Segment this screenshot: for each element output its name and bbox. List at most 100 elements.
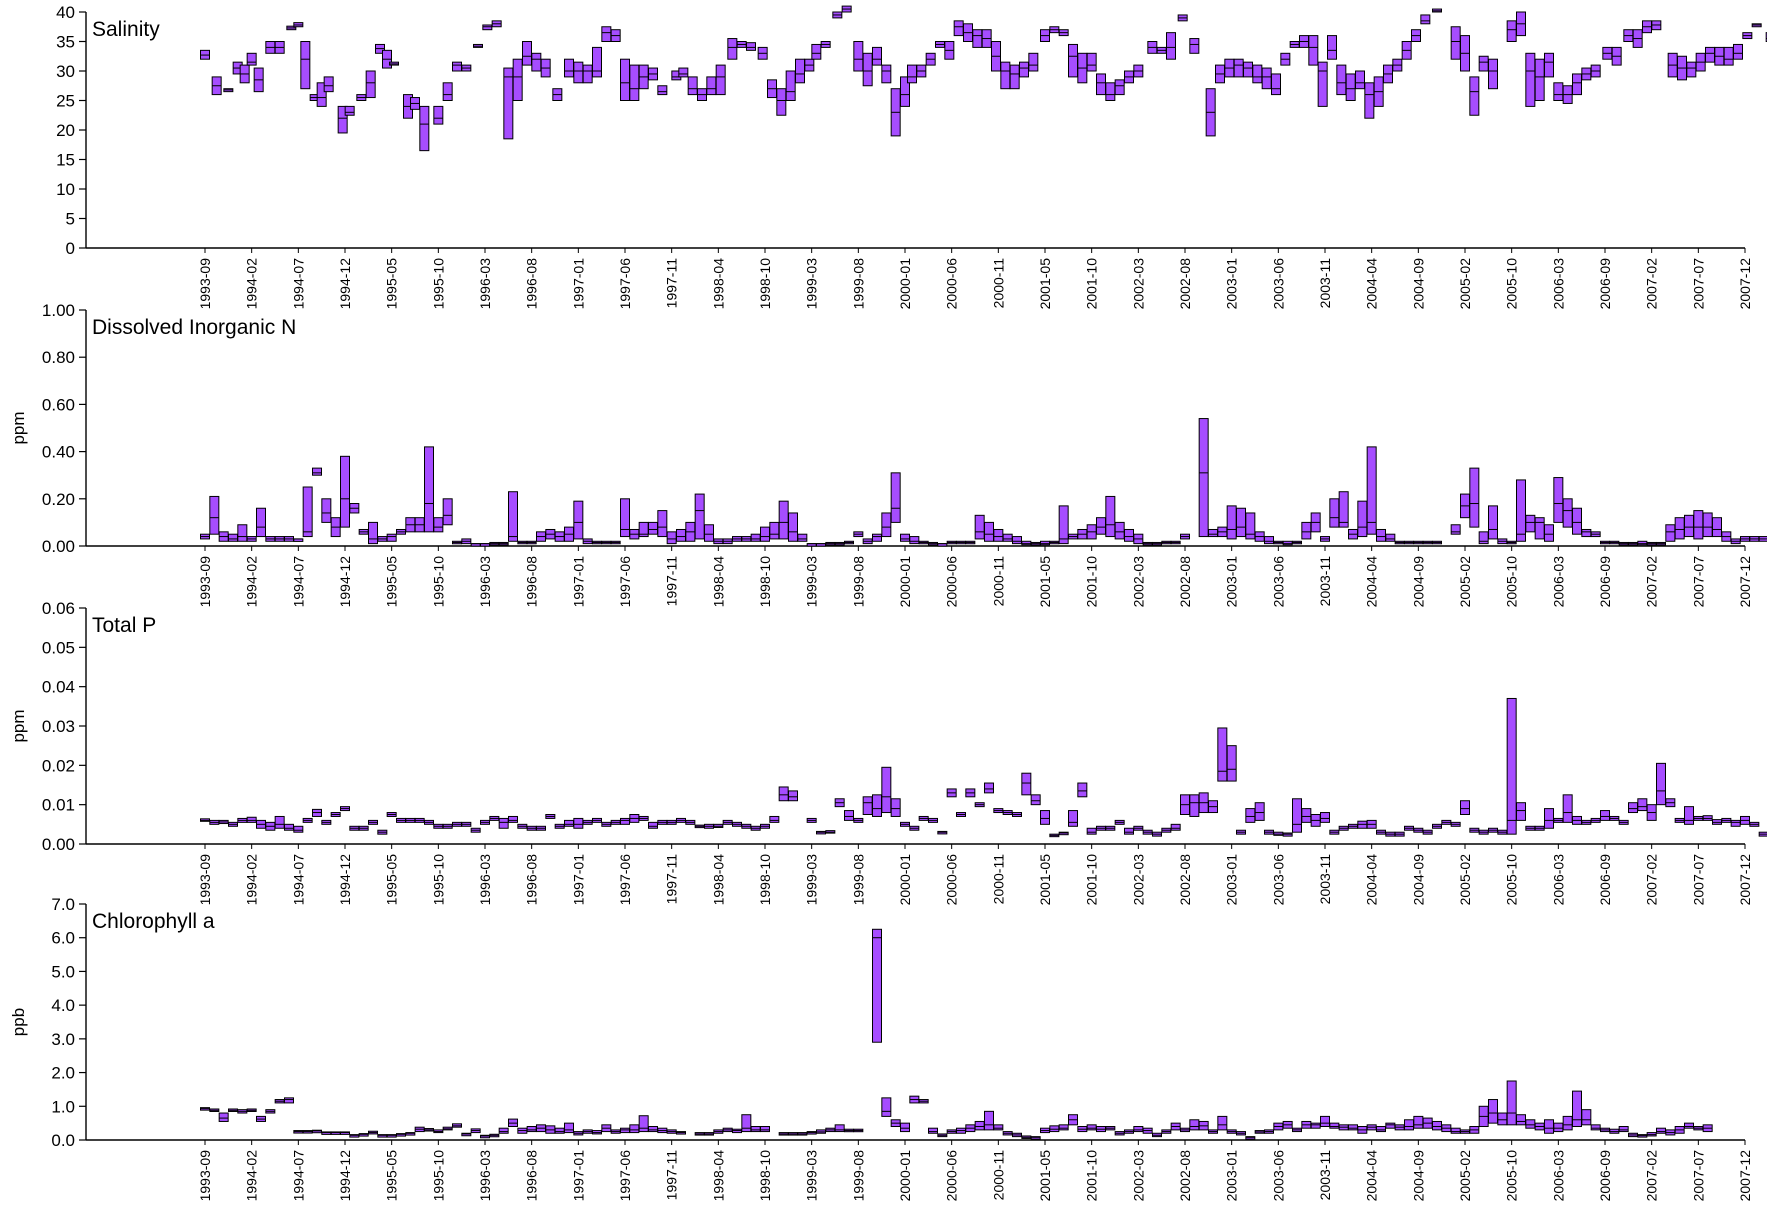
box <box>1105 495 1116 538</box>
x-tick-label: 1993-09 <box>197 854 213 906</box>
x-tick-label: 2005-10 <box>1504 854 1520 906</box>
box <box>1245 512 1256 540</box>
y-tick-label: 3.0 <box>51 1030 75 1049</box>
box <box>1040 540 1050 546</box>
box <box>1618 1126 1629 1133</box>
box <box>776 88 787 116</box>
box <box>424 446 434 533</box>
box <box>1124 827 1134 835</box>
box <box>687 76 698 96</box>
box <box>601 26 612 42</box>
y-tick-label: 15 <box>56 151 75 170</box>
box <box>778 500 789 540</box>
box <box>1030 1136 1041 1140</box>
box <box>750 1126 761 1133</box>
box <box>312 467 322 476</box>
x-tick-label: 2005-02 <box>1457 854 1473 906</box>
box <box>508 815 518 823</box>
box <box>1329 1122 1340 1129</box>
x-tick-label: 2000-06 <box>944 854 960 906</box>
y-tick-label: 30 <box>56 62 75 81</box>
x-tick-label: 2002-03 <box>1130 556 1146 608</box>
box <box>1497 1112 1508 1126</box>
box <box>1282 540 1293 546</box>
box <box>237 524 248 542</box>
x-tick-label: 1998-04 <box>710 258 726 310</box>
x-tick-label: 1994-02 <box>244 1150 260 1202</box>
box <box>365 70 376 99</box>
x-tick-label: 2003-06 <box>1270 854 1286 906</box>
x-tick-label: 2000-01 <box>897 854 913 906</box>
box <box>1233 58 1244 78</box>
box <box>1572 507 1582 535</box>
box <box>1058 505 1069 545</box>
panel-title: Dissolved Inorganic N <box>92 316 296 339</box>
y-tick-label: 1.00 <box>42 301 75 320</box>
x-tick-label: 1993-09 <box>197 258 213 310</box>
box <box>1310 1122 1321 1129</box>
y-axis-title: ppb <box>9 1008 28 1036</box>
x-tick-label: 1998-04 <box>710 854 726 906</box>
x-tick-label: 2007-12 <box>1737 1150 1753 1202</box>
box <box>1684 806 1694 825</box>
box <box>1420 14 1431 25</box>
box <box>1712 517 1722 538</box>
box <box>573 817 584 829</box>
box <box>1385 1122 1396 1129</box>
box <box>760 1126 770 1133</box>
x-tick-label: 1995-05 <box>384 556 400 608</box>
box <box>890 798 901 817</box>
x-tick-label: 2000-11 <box>990 1150 1006 1201</box>
box <box>953 20 964 37</box>
y-axis-title: ppm <box>9 709 28 742</box>
y-tick-label: 25 <box>56 92 75 111</box>
box <box>1189 794 1200 817</box>
box <box>1336 64 1347 96</box>
x-tick-label: 2003-11 <box>1317 854 1333 905</box>
box <box>573 61 584 84</box>
box <box>1096 517 1106 535</box>
chart-panel-2: 0.00 0.01 0.02 0.03 0.04 0.05 0.06 1993-09 1994-… <box>9 599 1767 905</box>
y-tick-label: 0.06 <box>42 599 75 618</box>
box <box>1189 1119 1200 1131</box>
box <box>1009 64 1020 90</box>
box <box>1684 1122 1694 1129</box>
box <box>638 1115 649 1133</box>
box <box>678 67 689 78</box>
box <box>1506 697 1517 835</box>
box <box>1021 540 1032 546</box>
box <box>648 521 658 535</box>
box <box>907 64 917 84</box>
box <box>1301 521 1312 540</box>
x-tick-label: 1997-11 <box>664 854 680 905</box>
y-tick-label: 6.0 <box>51 929 75 948</box>
x-tick-label: 2001-05 <box>1037 854 1053 906</box>
box <box>274 815 285 829</box>
box <box>795 58 805 84</box>
box <box>900 76 910 107</box>
box <box>1170 823 1181 831</box>
x-tick-label: 2004-09 <box>1410 854 1426 906</box>
x-tick-label: 2005-02 <box>1457 258 1473 310</box>
box <box>1385 533 1396 542</box>
x-tick-label: 1994-12 <box>337 258 353 310</box>
x-tick-label: 1998-04 <box>710 556 726 608</box>
box <box>592 46 602 78</box>
box <box>256 507 266 538</box>
box <box>993 1124 1004 1131</box>
box <box>461 1132 472 1137</box>
box <box>1345 73 1356 101</box>
y-tick-label: 10 <box>56 180 75 199</box>
box <box>1096 73 1106 96</box>
box <box>1040 810 1050 825</box>
panel-title: Salinity <box>92 18 160 41</box>
box <box>629 64 640 101</box>
x-tick-label: 1994-07 <box>290 556 306 608</box>
box <box>1217 727 1228 782</box>
box <box>1019 61 1029 78</box>
x-tick-label: 2004-09 <box>1410 258 1426 310</box>
box <box>1686 61 1697 78</box>
box <box>1693 510 1704 540</box>
box <box>1114 79 1125 96</box>
x-tick-label: 2007-07 <box>1690 1150 1706 1202</box>
